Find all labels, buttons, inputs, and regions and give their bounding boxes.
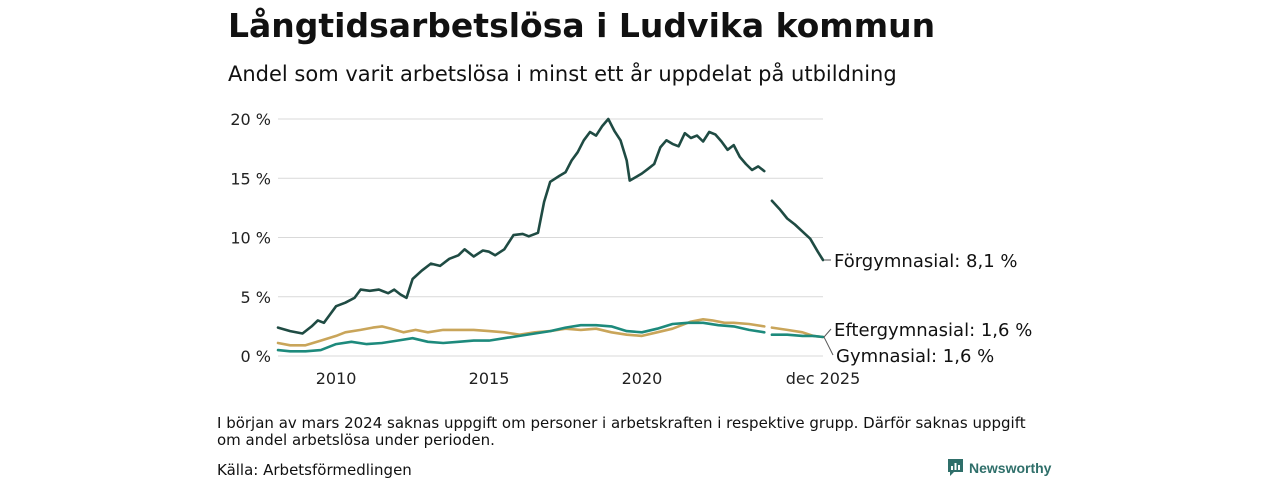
y-tick-label: 5 % — [241, 288, 271, 307]
x-tick-label: 2020 — [622, 369, 663, 388]
line-chart: 0 %5 %10 %15 %20 % 2010 2015 2020 dec 2025 … — [230, 110, 1032, 388]
y-tick-label: 10 % — [230, 229, 271, 248]
label-connector — [823, 328, 832, 338]
series-end-label: Eftergymnasial: 1,6 % — [834, 320, 1032, 341]
series-line-gymnasial — [770, 333, 825, 339]
y-tick-label: 15 % — [230, 169, 271, 188]
y-tick-label: 0 % — [241, 347, 271, 366]
brand-name: Newsworthy — [969, 459, 1052, 476]
series-line-förgymnasial — [770, 199, 825, 262]
series-end-label: Förgymnasial: 8,1 % — [834, 251, 1018, 272]
chart-subtitle: Andel som varit arbetslösa i minst ett å… — [228, 62, 897, 86]
x-axis-ticks: 2010 2015 2020 dec 2025 — [316, 369, 861, 388]
series-end-labels: Förgymnasial: 8,1 % Eftergymnasial: 1,6 %… — [823, 251, 1032, 367]
source-text: Källa: Arbetsförmedlingen — [217, 461, 412, 479]
x-tick-label: 2010 — [316, 369, 357, 388]
y-tick-label: 20 % — [230, 110, 271, 129]
y-axis-ticks: 0 % 5 % 10 % 15 % 20 % — [230, 110, 271, 366]
series-lines — [276, 117, 825, 353]
series-end-label: Gymnasial: 1,6 % — [836, 346, 994, 367]
chart-title: Långtidsarbetslösa i Ludvika kommun — [228, 6, 936, 45]
bar-chart-icon — [948, 459, 963, 476]
footnote: I början av mars 2024 saknas uppgift om … — [217, 414, 1026, 449]
x-tick-label: 2015 — [469, 369, 510, 388]
gridlines — [278, 118, 823, 357]
newsworthy-logo: Newsworthy — [947, 458, 1051, 477]
series-line-förgymnasial — [276, 117, 766, 335]
x-tick-label: dec 2025 — [786, 369, 861, 388]
series-line-gymnasial — [276, 321, 766, 353]
label-connector — [823, 336, 834, 356]
